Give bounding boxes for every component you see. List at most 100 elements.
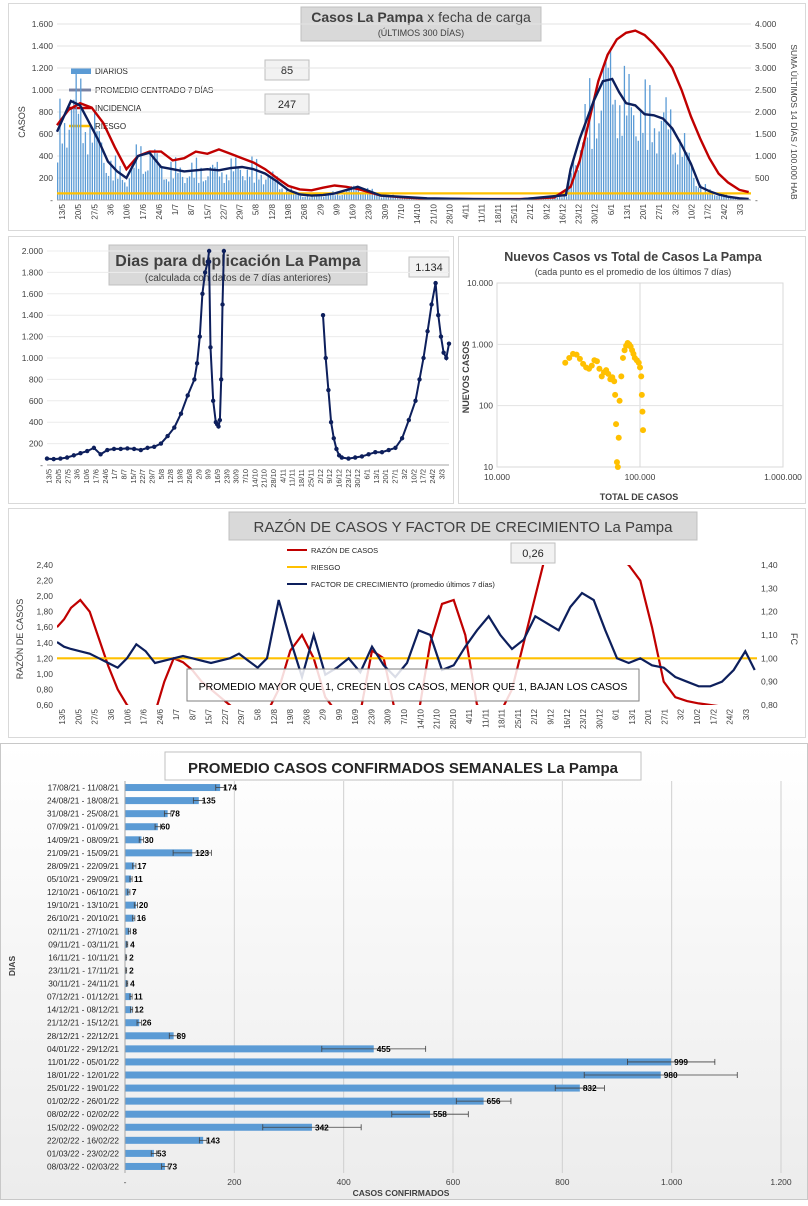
- y-tick-label: 200: [29, 439, 43, 449]
- doubling-point: [85, 449, 89, 453]
- doubling-point: [72, 453, 76, 457]
- value-label: 2: [129, 965, 134, 975]
- x-tick-label: 3/6: [106, 203, 115, 215]
- y-tick-label-right: 1,40: [761, 560, 778, 570]
- panel-doubling-days: Dias para duplicación La Pampa (calculad…: [8, 236, 454, 504]
- x-tick-label: 24/2: [720, 203, 729, 219]
- category-label: 01/03/22 - 23/02/22: [47, 1148, 119, 1158]
- scatter-point: [562, 360, 568, 366]
- daily-bar: [96, 131, 97, 200]
- daily-bar: [274, 182, 275, 200]
- daily-bar: [129, 178, 130, 200]
- value-label: 4: [130, 979, 135, 989]
- daily-bar: [66, 148, 67, 200]
- value-label: 16: [137, 913, 147, 923]
- daily-bar: [242, 176, 243, 200]
- x-tick-label: 3/3: [437, 469, 446, 479]
- doubling-point: [105, 448, 109, 452]
- y-axis-label-right: SUMA ÚLTIMOS 14 DÍAS / 100.000 HAB: [789, 44, 799, 200]
- daily-bar: [705, 184, 706, 200]
- value-label: 8: [132, 926, 137, 936]
- x-tick-label: 4/11: [465, 708, 474, 724]
- daily-bar: [638, 141, 639, 200]
- daily-bar: [76, 73, 77, 200]
- y-tick-label-right: 1.500: [755, 129, 777, 139]
- scatter-point: [637, 364, 643, 370]
- value-label: 89: [177, 1031, 187, 1041]
- doubling-line: [323, 283, 449, 459]
- doubling-point: [198, 334, 202, 338]
- category-label: 14/09/21 - 08/09/21: [47, 835, 119, 845]
- x-tick-label: 3/2: [671, 203, 680, 215]
- x-tick-label: 27/1: [660, 708, 669, 724]
- doubling-point: [380, 450, 384, 454]
- daily-bar: [108, 176, 109, 200]
- legend-swatch-diarios: [71, 68, 91, 74]
- doubling-point: [78, 451, 82, 455]
- daily-bar: [663, 112, 664, 200]
- daily-bar: [379, 196, 380, 200]
- x-tick-label: 20/5: [74, 708, 83, 724]
- daily-bar: [649, 85, 650, 200]
- y-tick-label-right: 1.000: [755, 151, 777, 161]
- x-tick-label: 10/6: [123, 203, 132, 219]
- category-label: 19/10/21 - 13/10/21: [47, 900, 119, 910]
- daily-bar: [138, 169, 139, 200]
- daily-bar: [670, 109, 671, 200]
- doubling-point: [186, 393, 190, 397]
- daily-bar: [224, 183, 225, 200]
- x-tick-label: 4/11: [278, 469, 287, 483]
- x-axis-label: CASOS CONFIRMADOS: [353, 1188, 450, 1198]
- x-tick-label: 1.000: [661, 1177, 683, 1187]
- daily-bar: [594, 99, 595, 200]
- x-tick-label: 10/2: [409, 469, 418, 484]
- y-tick-label: 1.200: [22, 332, 44, 342]
- value-label: 832: [583, 1083, 597, 1093]
- y-tick-label: 400: [39, 151, 53, 161]
- value-label: 12: [135, 1005, 145, 1015]
- daily-bar: [113, 180, 114, 200]
- x-tick-label: 2/12: [530, 708, 539, 724]
- category-label: 09/11/21 - 03/11/21: [48, 939, 119, 949]
- daily-bar: [342, 195, 343, 200]
- daily-bar: [365, 194, 366, 200]
- x-tick-label: 13/1: [372, 469, 381, 484]
- bar: [125, 1032, 174, 1039]
- x-tick-label: 24/6: [155, 203, 164, 219]
- y-axis-label-right: FC: [789, 633, 799, 645]
- x-tick-label: 24/2: [428, 469, 437, 484]
- y-tick-label: 1.600: [22, 289, 44, 299]
- x-tick-label: 14/10: [250, 469, 259, 488]
- scatter-point: [617, 398, 623, 404]
- daily-bar: [684, 133, 685, 200]
- daily-bar: [240, 170, 241, 200]
- value-label: 73: [168, 1161, 178, 1171]
- x-tick-label: 2/9: [316, 203, 325, 215]
- x-tick-label: 12/8: [268, 203, 277, 219]
- x-tick-label: 3/3: [742, 708, 751, 720]
- doubling-point: [346, 456, 350, 460]
- x-tick-label: 23/9: [222, 469, 231, 484]
- x-tick-label: 3/6: [107, 708, 116, 720]
- daily-bar: [198, 183, 199, 200]
- category-label: 02/11/21 - 27/10/21: [48, 926, 120, 936]
- x-tick-label: 16/12: [334, 469, 343, 488]
- x-tick-label: 30/9: [384, 708, 393, 724]
- x-tick-label: 7/10: [397, 203, 406, 219]
- x-tick-label: 19/8: [176, 469, 185, 484]
- y-tick-label: 1,40: [36, 638, 53, 648]
- x-tick-label: 6/1: [612, 708, 621, 720]
- x-tick-label: 22/7: [138, 469, 147, 484]
- daily-bar: [652, 142, 653, 200]
- x-tick-label: 27/5: [63, 469, 72, 484]
- daily-bar: [244, 180, 245, 200]
- daily-bar: [645, 79, 646, 200]
- panel-case-ratio: RAZÓN DE CASOS Y FACTOR DE CRECIMIENTO L…: [8, 508, 806, 738]
- x-tick-label: 29/7: [236, 203, 245, 219]
- daily-bar: [589, 78, 590, 200]
- value-label: 20: [139, 900, 149, 910]
- daily-bar: [221, 172, 222, 200]
- category-label: 28/12/21 - 22/12/21: [47, 1031, 119, 1041]
- daily-bar: [624, 66, 625, 200]
- daily-bar: [261, 175, 262, 200]
